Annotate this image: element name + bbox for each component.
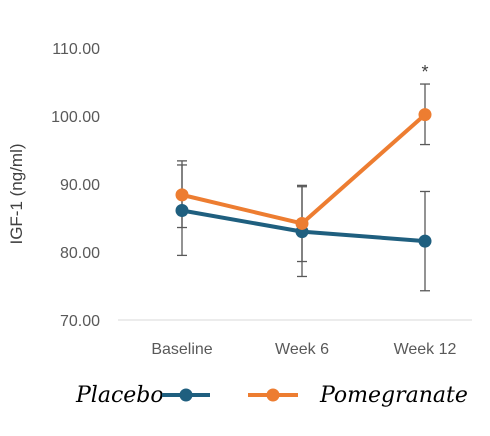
data-point-pomegranate <box>295 216 309 230</box>
legend-marker-pomegranate <box>266 388 280 402</box>
legend-marker-placebo <box>179 388 193 402</box>
data-point-placebo <box>175 204 189 218</box>
data-point-pomegranate <box>418 108 432 122</box>
x-tick-label: Week 6 <box>275 341 329 358</box>
y-tick-label: 110.00 <box>52 41 100 58</box>
y-tick-label: 100.00 <box>51 109 100 126</box>
data-point-pomegranate <box>175 188 189 202</box>
legend-label-placebo: Placebo <box>75 383 164 408</box>
y-tick-label: 90.00 <box>60 177 100 194</box>
data-point-placebo <box>418 234 432 248</box>
y-axis-title: IGF-1 (ng/ml) <box>7 143 26 244</box>
significance-star: * <box>421 62 428 82</box>
series-line-pomegranate <box>181 113 427 226</box>
y-tick-label: 80.00 <box>60 245 100 262</box>
legend-label-pomegranate: Pomegranate <box>319 383 468 408</box>
y-tick-label: 70.00 <box>60 313 100 330</box>
x-tick-label: Week 12 <box>394 341 457 358</box>
x-tick-label: Baseline <box>151 341 212 358</box>
